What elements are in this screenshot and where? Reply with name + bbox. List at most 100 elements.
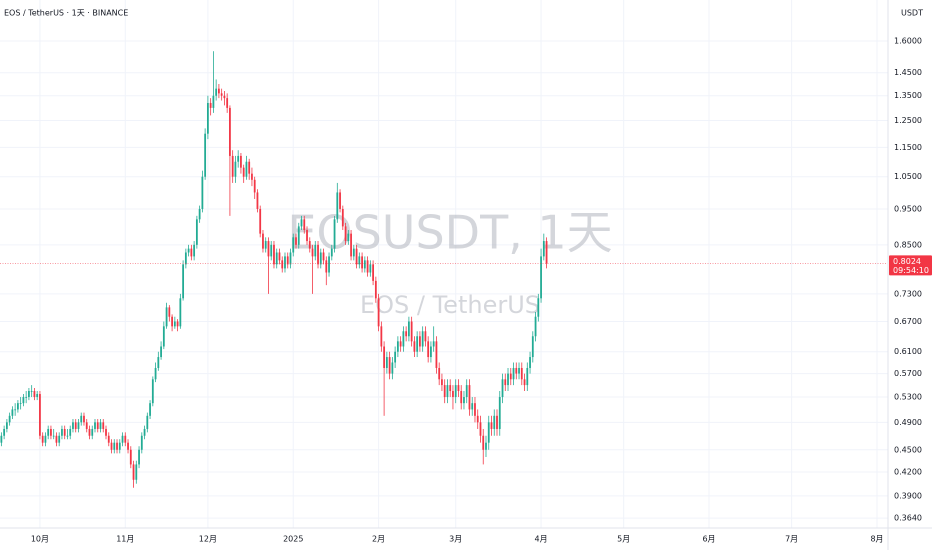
candle-body xyxy=(468,385,471,410)
candle-body xyxy=(534,316,537,337)
candle-body xyxy=(77,422,80,429)
candle-body xyxy=(132,464,135,480)
candle-body xyxy=(110,442,113,450)
candle-body xyxy=(476,415,479,423)
candle-body xyxy=(262,233,264,249)
candle-body xyxy=(116,442,118,450)
candle-body xyxy=(201,176,204,209)
candle-body xyxy=(427,341,430,358)
candle-body xyxy=(143,428,146,436)
candle-body xyxy=(396,341,399,352)
candle-body xyxy=(471,403,474,410)
candle-body xyxy=(30,391,33,392)
candle-body xyxy=(171,316,173,327)
candle-body xyxy=(501,379,504,398)
candle-body xyxy=(465,385,468,398)
candle-body xyxy=(308,241,311,249)
candle-body xyxy=(452,391,454,398)
candle-body xyxy=(383,346,386,368)
candle-body xyxy=(361,256,363,269)
candle-body xyxy=(358,256,361,265)
candle-body xyxy=(91,428,94,436)
y-tick-label: 0.5700 xyxy=(894,369,922,378)
candle-body xyxy=(256,192,259,209)
candle-body xyxy=(352,248,355,257)
currency[interactable]: USDT xyxy=(901,9,923,18)
candle-body xyxy=(69,428,72,436)
candle-body xyxy=(36,394,39,398)
candle-body xyxy=(107,435,110,443)
candle-body xyxy=(529,357,531,368)
candle-body xyxy=(226,98,229,108)
y-tick-label: 0.9500 xyxy=(894,204,922,213)
y-tick-label: 0.3900 xyxy=(894,491,922,500)
y-tick-label: 1.3500 xyxy=(894,91,922,100)
candle-body xyxy=(94,422,96,429)
candle-body xyxy=(512,367,515,380)
candle-body xyxy=(215,88,218,96)
candle-body xyxy=(407,321,410,337)
candle-body xyxy=(28,391,30,398)
y-tick-label: 0.4500 xyxy=(894,445,922,454)
candle-body xyxy=(504,379,507,386)
candle-body xyxy=(518,367,520,374)
candle-body xyxy=(173,321,176,327)
candle-body xyxy=(350,233,352,257)
candle-body xyxy=(223,95,226,99)
x-tick-label: 12月 xyxy=(199,535,217,544)
candle-body xyxy=(74,422,77,429)
y-tick-label: 0.4900 xyxy=(894,418,922,427)
candle-body xyxy=(319,252,322,265)
candle-body xyxy=(325,260,328,273)
candle-body xyxy=(61,428,63,436)
candle-body xyxy=(245,161,248,177)
candle-body xyxy=(231,155,234,177)
candle-body xyxy=(479,422,482,436)
candle-body xyxy=(83,415,85,423)
candle-body xyxy=(402,331,405,347)
candle-body xyxy=(333,219,336,249)
candle-body xyxy=(347,233,350,242)
y-tick-label: 1.1500 xyxy=(894,143,922,152)
candle-body xyxy=(248,161,251,174)
x-tick-label: 3月 xyxy=(449,535,462,544)
candle-body xyxy=(413,341,416,352)
candle-body xyxy=(44,435,47,443)
candle-body xyxy=(330,248,333,257)
candle-body xyxy=(47,428,50,436)
candle-body xyxy=(540,256,542,299)
candle-body xyxy=(72,422,74,429)
candle-body xyxy=(474,403,476,416)
candle-body xyxy=(394,351,397,363)
candle-body xyxy=(63,428,66,436)
candle-body xyxy=(118,442,121,450)
candle-body xyxy=(165,307,168,327)
candle-body xyxy=(460,391,463,404)
candle-body xyxy=(251,173,253,180)
candle-body xyxy=(454,385,457,398)
candle-body xyxy=(234,161,237,177)
candle-body xyxy=(50,428,52,436)
y-tick-label: 0.3640 xyxy=(894,514,922,523)
candle-body xyxy=(355,248,358,265)
x-tick-label: 7月 xyxy=(785,535,798,544)
candle-body xyxy=(275,252,278,265)
candle-body xyxy=(336,192,339,220)
header[interactable]: EOS / TetherUS · 1天 · BINANCE xyxy=(4,9,128,18)
y-tick-label: 0.8500 xyxy=(894,240,922,249)
candle-body xyxy=(52,435,55,437)
candle-body xyxy=(344,226,347,242)
candle-body xyxy=(449,385,452,392)
candle-body xyxy=(5,422,8,429)
candle-body xyxy=(493,415,496,429)
candle-body xyxy=(303,219,306,230)
candle-body xyxy=(457,385,460,392)
candle-body xyxy=(135,464,138,480)
candle-body xyxy=(162,326,165,347)
candle-body xyxy=(124,435,127,443)
candle-body xyxy=(259,208,262,234)
candle-body xyxy=(292,237,295,253)
candle-body xyxy=(317,244,319,265)
candle-body xyxy=(168,307,171,317)
candle-body xyxy=(419,336,421,347)
